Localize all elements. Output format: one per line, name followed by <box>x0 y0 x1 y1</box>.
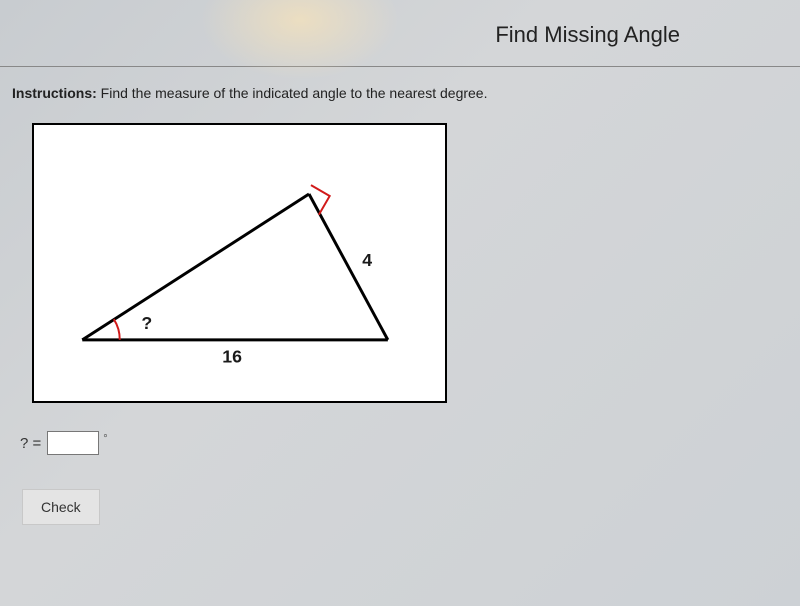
side-AB <box>82 194 309 340</box>
degree-symbol: ° <box>103 433 107 445</box>
answer-prompt: ? = <box>20 435 41 452</box>
instructions-text: Find the measure of the indicated angle … <box>101 85 488 101</box>
side-BC <box>309 194 388 340</box>
content-area: Instructions: Find the measure of the in… <box>0 67 800 525</box>
side-label-AC: 16 <box>222 347 242 367</box>
angle-arc <box>114 319 120 340</box>
instructions: Instructions: Find the measure of the in… <box>12 85 780 101</box>
check-button[interactable]: Check <box>22 489 100 525</box>
triangle-figure: 4 16 ? <box>32 123 447 403</box>
answer-row: ? = ° <box>20 431 780 455</box>
triangle-svg: 4 16 ? <box>34 125 445 401</box>
page-header: Find Missing Angle <box>0 0 800 66</box>
page-title: Find Missing Angle <box>0 22 760 48</box>
side-label-BC: 4 <box>362 250 372 270</box>
answer-input[interactable] <box>47 431 99 455</box>
angle-label: ? <box>141 313 152 333</box>
instructions-label: Instructions: <box>12 85 97 101</box>
